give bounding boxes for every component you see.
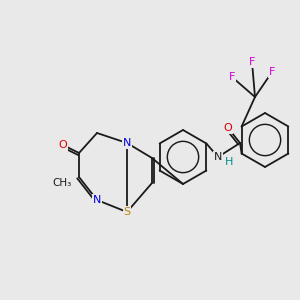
Text: O: O: [58, 140, 68, 150]
Text: CH₃: CH₃: [52, 178, 72, 188]
Text: S: S: [123, 207, 130, 217]
Text: N: N: [123, 138, 131, 148]
Text: H: H: [225, 157, 233, 167]
Text: F: F: [229, 72, 235, 82]
Text: F: F: [269, 67, 275, 77]
Text: N: N: [214, 152, 222, 162]
Text: N: N: [93, 195, 101, 205]
Text: O: O: [224, 123, 232, 133]
Text: F: F: [249, 57, 255, 67]
